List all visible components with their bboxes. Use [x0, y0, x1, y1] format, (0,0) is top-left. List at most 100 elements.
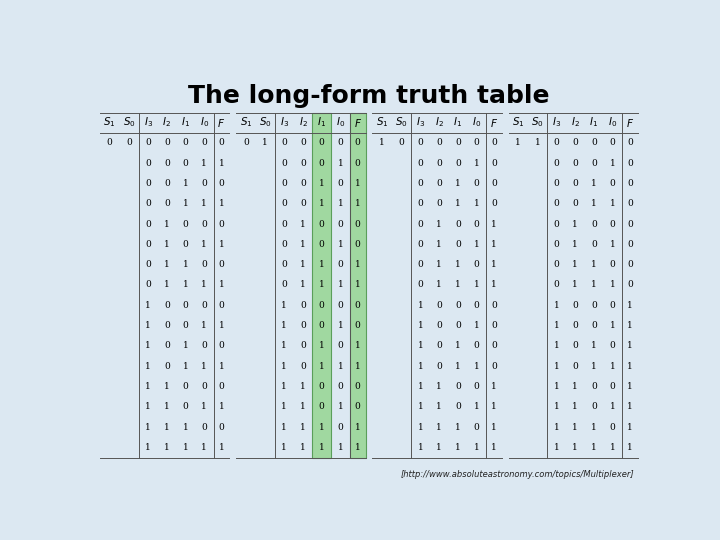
Text: 1: 1	[491, 260, 497, 269]
Text: 0: 0	[319, 240, 325, 249]
Text: 0: 0	[572, 179, 578, 188]
Text: 1: 1	[572, 260, 578, 269]
Text: $F$: $F$	[490, 117, 498, 129]
Text: 0: 0	[591, 301, 597, 310]
Text: 0: 0	[202, 179, 207, 188]
Text: 1: 1	[474, 280, 480, 289]
Text: 0: 0	[338, 341, 343, 350]
Text: 0: 0	[219, 382, 225, 391]
Text: 0: 0	[219, 260, 225, 269]
Text: 1: 1	[145, 321, 151, 330]
Text: 0: 0	[338, 220, 343, 228]
Text: 0: 0	[474, 220, 480, 228]
Text: 0: 0	[319, 301, 325, 310]
Text: 1: 1	[610, 443, 616, 452]
Text: 0: 0	[338, 382, 343, 391]
Text: 0: 0	[219, 179, 225, 188]
Text: 1: 1	[418, 301, 423, 310]
Text: 0: 0	[145, 280, 151, 289]
Text: 0: 0	[164, 199, 170, 208]
Text: 1: 1	[474, 402, 480, 411]
Text: 0: 0	[300, 321, 306, 330]
Text: 1: 1	[418, 341, 423, 350]
Text: 1: 1	[164, 280, 170, 289]
Text: 1: 1	[591, 179, 597, 188]
Text: 0: 0	[554, 179, 559, 188]
Text: 1: 1	[355, 341, 361, 350]
Text: 1: 1	[183, 260, 189, 269]
Text: 1: 1	[436, 382, 442, 391]
Text: 0: 0	[183, 382, 189, 391]
Text: 0: 0	[436, 159, 442, 167]
Text: 1: 1	[572, 240, 578, 249]
Text: 0: 0	[491, 179, 497, 188]
Text: 0: 0	[219, 301, 225, 310]
Text: 0: 0	[554, 138, 559, 147]
Text: 1: 1	[491, 443, 497, 452]
Text: $S_0$: $S_0$	[259, 116, 271, 130]
Text: 1: 1	[319, 362, 325, 371]
Text: 1: 1	[591, 199, 597, 208]
Text: 0: 0	[300, 341, 306, 350]
Text: 1: 1	[355, 260, 361, 269]
Text: 1: 1	[219, 402, 225, 411]
Text: 1: 1	[262, 138, 268, 147]
Text: 0: 0	[145, 240, 151, 249]
Text: 1: 1	[627, 321, 633, 330]
Text: 0: 0	[572, 301, 578, 310]
Text: 0: 0	[183, 220, 189, 228]
Text: 1: 1	[474, 240, 480, 249]
Text: 1: 1	[591, 260, 597, 269]
Text: $I_0$: $I_0$	[199, 116, 209, 130]
Text: 0: 0	[554, 220, 559, 228]
Text: 1: 1	[355, 423, 361, 432]
Text: 1: 1	[219, 362, 225, 371]
Text: 0: 0	[202, 138, 207, 147]
Text: 1: 1	[282, 341, 287, 350]
Text: 0: 0	[491, 341, 497, 350]
Text: 0: 0	[572, 321, 578, 330]
Text: 0: 0	[282, 159, 287, 167]
Text: 1: 1	[418, 321, 423, 330]
Text: 1: 1	[591, 341, 597, 350]
Text: 1: 1	[202, 362, 207, 371]
Text: 0: 0	[338, 138, 343, 147]
Text: 0: 0	[243, 138, 249, 147]
Text: 0: 0	[610, 220, 616, 228]
Text: 1: 1	[183, 280, 189, 289]
Text: 1: 1	[455, 199, 461, 208]
Text: 0: 0	[572, 138, 578, 147]
Text: 1: 1	[164, 402, 170, 411]
Text: 1: 1	[338, 321, 343, 330]
Text: 1: 1	[418, 402, 423, 411]
Text: 0: 0	[183, 301, 189, 310]
Text: 0: 0	[436, 341, 442, 350]
Text: 0: 0	[202, 301, 207, 310]
Text: 0: 0	[591, 159, 597, 167]
Text: 0: 0	[491, 362, 497, 371]
Text: 0: 0	[418, 240, 423, 249]
Text: 0: 0	[491, 321, 497, 330]
Text: 0: 0	[554, 199, 559, 208]
Text: 0: 0	[572, 159, 578, 167]
Text: 1: 1	[355, 362, 361, 371]
Text: $I_3$: $I_3$	[552, 116, 561, 130]
Text: 0: 0	[627, 220, 633, 228]
Text: 0: 0	[418, 199, 423, 208]
Text: 0: 0	[436, 362, 442, 371]
Text: 0: 0	[164, 301, 170, 310]
Text: 0: 0	[282, 199, 287, 208]
Text: 1: 1	[455, 362, 461, 371]
Text: 0: 0	[627, 179, 633, 188]
Text: 1: 1	[627, 402, 633, 411]
Text: 1: 1	[338, 280, 343, 289]
Text: 1: 1	[591, 280, 597, 289]
Text: 1: 1	[338, 159, 343, 167]
Text: 0: 0	[300, 159, 306, 167]
Text: 0: 0	[202, 220, 207, 228]
Text: $I_1$: $I_1$	[181, 116, 190, 130]
Text: 0: 0	[183, 159, 189, 167]
Text: 1: 1	[474, 321, 480, 330]
Text: 1: 1	[491, 220, 497, 228]
Text: 0: 0	[474, 341, 480, 350]
